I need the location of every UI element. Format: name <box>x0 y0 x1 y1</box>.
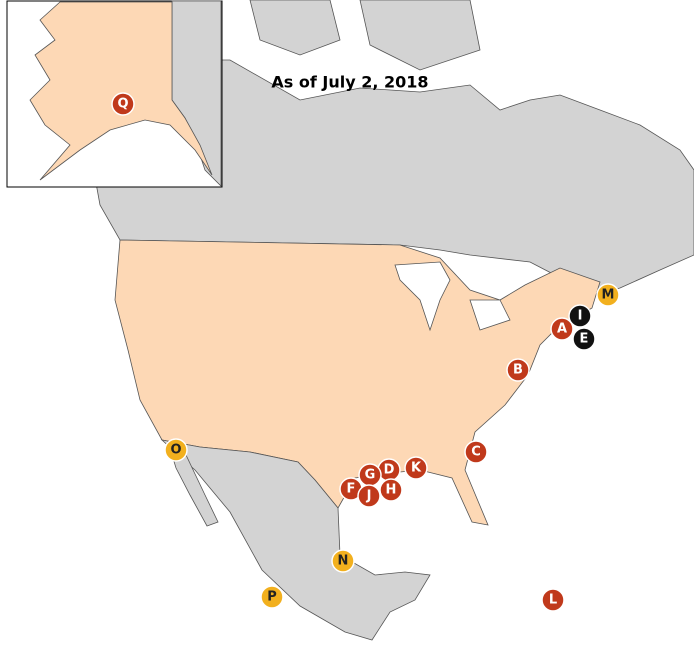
marker-label: Q <box>117 97 128 112</box>
arctic-island <box>249 0 341 56</box>
marker <box>568 304 592 328</box>
baja <box>167 440 219 527</box>
canada <box>89 59 694 301</box>
marker <box>164 438 188 462</box>
inset <box>6 0 223 188</box>
great-lakes <box>394 261 511 332</box>
marker <box>404 456 428 480</box>
marker-label: J <box>366 489 372 504</box>
marker-label: M <box>602 288 615 303</box>
marker <box>331 549 355 573</box>
marker-label: A <box>557 322 567 337</box>
marker-label: K <box>411 461 422 476</box>
marker <box>260 585 284 609</box>
marker <box>464 440 488 464</box>
marker-label: N <box>338 554 349 569</box>
marker-label: L <box>549 593 557 608</box>
marker <box>572 327 596 351</box>
marker-label: D <box>384 463 395 478</box>
marker <box>506 358 530 382</box>
marker-label: C <box>471 445 481 460</box>
marker <box>596 283 620 307</box>
marker <box>541 588 565 612</box>
marker-label: O <box>170 443 181 458</box>
marker <box>550 317 574 341</box>
marker-label: E <box>580 332 589 347</box>
marker-label: B <box>513 363 523 378</box>
alaska <box>29 1 213 181</box>
marker <box>111 92 135 116</box>
land <box>89 0 694 641</box>
marker-label: P <box>267 590 277 605</box>
map-title: As of July 2, 2018 <box>271 73 428 92</box>
marker <box>379 478 403 502</box>
marker-label: G <box>365 468 376 483</box>
mexico <box>160 439 431 641</box>
marker-label: F <box>347 482 356 497</box>
marker-label: H <box>386 483 397 498</box>
arctic-island <box>359 0 481 71</box>
marker <box>357 484 381 508</box>
markers: Q M IAE B C O K DGH F J N P L <box>111 92 620 612</box>
marker-label: I <box>578 309 583 324</box>
